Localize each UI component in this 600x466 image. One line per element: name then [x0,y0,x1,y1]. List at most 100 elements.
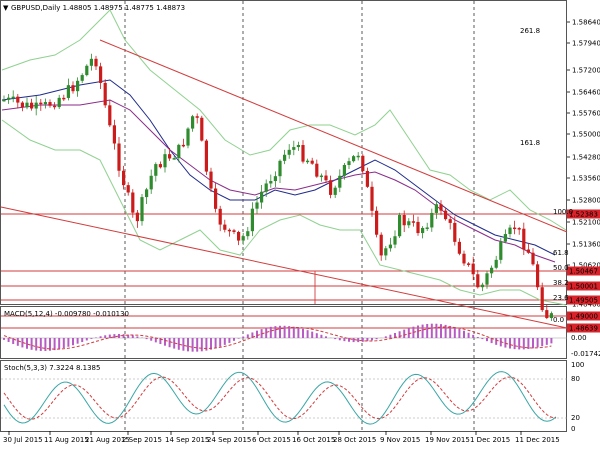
candle-body-90 [416,221,420,234]
price-tick-label-3: 1.56460 [572,89,600,97]
candle-body-116 [536,264,540,288]
candle-body-47 [218,208,222,225]
macd-tick-label-1: 0.00 [571,334,587,342]
stoch-k-line [3,371,557,425]
price-tag-bg-2 [567,281,600,291]
fib-label-1: 161.8 [520,139,540,147]
candle-body-3 [16,96,20,103]
time-label-11: 1 Dec 2015 [470,436,510,444]
price-tick-label-6: 1.54280 [572,154,600,162]
candle-body-13 [62,97,66,100]
price-tick-label-2: 1.57200 [572,67,600,75]
candle-body-53 [246,231,250,237]
macd-title: MACD(5,12,4) -0.009780 -0.010130 [4,310,129,318]
price-tick-label-9: 1.52100 [572,219,600,227]
candle-body-63 [292,147,296,150]
candle-body-71 [329,180,333,195]
price-tick-label-7: 1.53560 [572,175,600,183]
candle-body-91 [421,227,425,234]
candle-body-88 [407,221,411,226]
fib-label-4: 50.0 [553,264,569,272]
trend-channel [0,39,568,329]
candle-body-24 [112,125,116,144]
candle-body-105 [485,273,489,285]
candle-body-58 [269,181,273,184]
candle-body-37 [172,158,176,160]
candle-body-78 [361,155,365,172]
candlesticks [2,53,553,321]
candle-body-43 [200,117,204,141]
candle-body-113 [522,228,526,250]
candle-body-26 [122,170,126,186]
candle-body-30 [140,197,144,222]
candle-body-77 [356,155,360,158]
time-label-6: 6 Oct 2015 [252,436,291,444]
price-tags: 1.52383 1.50467 1.50001 1.49505 1.49000 1.486… [567,209,600,333]
candle-body-11 [53,105,57,108]
price-tag-bg-5 [567,323,600,333]
fib-label-5: 38.2 [553,279,569,287]
candle-body-39 [181,144,185,147]
candle-body-2 [11,96,15,99]
candle-body-46 [214,188,218,209]
price-tag-label-5: 1.48639 [569,325,598,333]
candle-body-4 [20,102,24,108]
candle-body-57 [264,183,268,192]
stoch-tick-label-1: 80 [571,375,580,383]
candle-body-28 [131,192,135,213]
candle-body-17 [80,75,84,81]
price-tick-label-11: 1.50620 [572,262,600,270]
candle-body-80 [370,186,374,211]
price-tag-bg-1 [567,266,600,276]
macd-tick-label-2: -0.017425 [571,350,600,358]
candle-body-93 [430,212,434,228]
time-label-0: 30 Jul 2015 [3,436,43,444]
candle-body-108 [499,241,503,260]
main-panel [0,0,567,305]
candle-body-87 [402,215,406,226]
time-label-12: 11 Dec 2015 [515,436,560,444]
chart-title: GBPUSD,Daily 1.48805 1.48975 1.48775 1.4… [11,4,185,12]
fib-labels: 261.8 161.8 100.0 61.8 50.0 38.2 23.6 0.0 [520,27,573,324]
candle-body-12 [57,97,61,108]
candle-body-25 [117,143,121,171]
candle-body-69 [319,175,323,178]
candle-body-59 [273,176,277,182]
menu-icon[interactable]: ▼ [3,4,9,12]
candle-body-82 [379,234,383,256]
candle-body-38 [177,144,181,159]
candle-body-19 [89,58,93,66]
lower-trendline [0,206,568,329]
bollinger-bands [1,9,567,306]
candle-body-83 [384,248,388,256]
candle-body-106 [490,267,494,274]
fib-label-3: 61.8 [553,249,569,257]
candle-body-44 [204,140,208,172]
candle-body-64 [296,145,300,148]
candle-body-8 [39,102,43,105]
candle-body-15 [71,85,75,92]
candle-body-34 [158,164,162,168]
price-tag-label-4: 1.49000 [569,313,598,321]
candle-body-23 [108,105,112,126]
price-tag-bg-3 [567,295,600,305]
price-tick-label-4: 1.55760 [572,110,600,118]
time-label-1: 11 Aug 2015 [44,436,89,444]
price-tag-label-3: 1.49505 [569,297,598,305]
candle-body-60 [278,160,282,177]
time-label-3: 2 Sep 2015 [122,436,162,444]
candle-body-35 [163,154,167,168]
candle-body-55 [255,202,259,209]
macd-signal-line [3,326,552,350]
candle-body-27 [126,185,130,193]
candle-body-76 [352,156,356,162]
fib-label-6: 23.6 [553,294,569,302]
candle-body-68 [315,163,319,177]
candle-body-9 [43,102,47,105]
candle-body-117 [540,287,544,311]
candle-body-70 [324,175,328,181]
time-label-2: 21 Aug 2015 [85,436,130,444]
candle-body-103 [476,274,480,288]
candle-body-18 [85,65,89,76]
